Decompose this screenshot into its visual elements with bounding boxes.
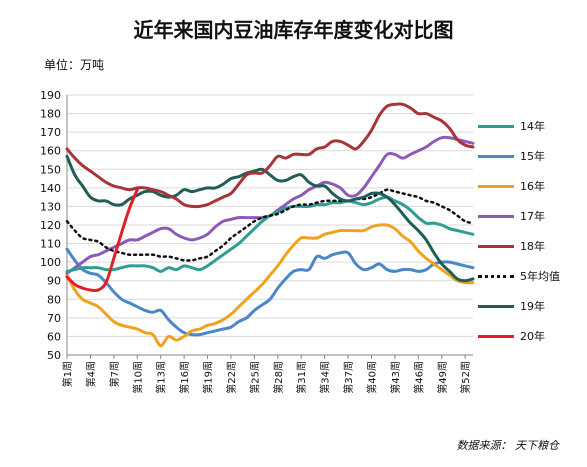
x-axis: 第1周 第4周 第7周 第10周 第13周 第16周 第19周 第22周 第25周 第28周 第31…	[61, 354, 473, 394]
y-tick-label: 120	[40, 219, 61, 232]
series-line	[65, 188, 475, 262]
y-tick-label: 60	[47, 330, 61, 343]
x-tick-label: 第7周	[108, 361, 121, 387]
legend-label: 18年	[520, 240, 545, 253]
legend-label: 16年	[520, 180, 545, 193]
legend-item: 15年	[476, 148, 584, 164]
series-line	[65, 188, 139, 293]
x-tick-label: 第19周	[202, 361, 215, 394]
series-line	[65, 135, 475, 275]
x-tick-label: 第10周	[131, 361, 144, 394]
x-tick-label: 第28周	[272, 361, 285, 394]
y-tick-label: 190	[40, 89, 61, 102]
legend-swatch	[478, 275, 514, 278]
x-tick-label: 第31周	[295, 361, 308, 394]
series-line	[65, 247, 475, 337]
legend-swatch	[478, 335, 514, 338]
unit-label: 单位：万吨	[44, 58, 105, 72]
x-tick-label: 第49周	[436, 361, 449, 394]
y-tick-label: 170	[40, 126, 61, 139]
legend-label: 17年	[520, 210, 545, 223]
legend-swatch	[478, 125, 514, 128]
x-tick-label: 第37周	[342, 361, 355, 394]
x-tick-label: 第43周	[389, 361, 402, 394]
legend-item: 19年	[476, 298, 584, 314]
y-axis: 50 60 70 80 90 100 110 120 130 140 150 160 170 180 190	[40, 89, 68, 362]
series-line	[65, 223, 475, 348]
legend-item: 17年	[476, 208, 584, 224]
legend-label: 20年	[520, 330, 545, 343]
legend-swatch	[478, 245, 514, 248]
legend-swatch	[478, 155, 514, 158]
legend-item: 5年均值	[476, 268, 584, 284]
y-tick-label: 70	[47, 312, 61, 325]
legend-label: 5年均值	[520, 270, 560, 283]
y-tick-label: 90	[47, 275, 61, 288]
x-tick-label: 第1周	[61, 361, 74, 387]
series-line	[65, 102, 475, 209]
x-tick-label: 第40周	[366, 361, 379, 394]
grid-lines	[67, 94, 473, 337]
x-tick-label: 第13周	[155, 361, 168, 394]
x-tick-label: 第52周	[459, 361, 472, 394]
source-note: 数据来源： 天下粮仓	[456, 439, 560, 452]
legend-swatch	[478, 215, 514, 218]
legend-item: 20年	[476, 328, 584, 344]
y-tick-label: 150	[40, 163, 61, 176]
legend-label: 19年	[520, 300, 545, 313]
x-tick-label: 第16周	[178, 361, 191, 394]
x-tick-label: 第25周	[248, 361, 261, 394]
chart-title: 近年来国内豆油库存年度变化对比图	[133, 18, 454, 42]
legend-swatch	[478, 305, 514, 308]
x-tick-label: 第22周	[225, 361, 238, 394]
legend-label: 15年	[520, 150, 545, 163]
legend-swatch	[478, 185, 514, 188]
y-tick-label: 80	[47, 293, 61, 306]
y-tick-label: 140	[40, 182, 61, 195]
series-line	[65, 195, 475, 273]
x-tick-label: 第34周	[319, 361, 332, 394]
series-lines	[65, 102, 475, 348]
legend-item: 18年	[476, 238, 584, 254]
legend-item: 14年	[476, 118, 584, 134]
y-tick-label: 110	[40, 238, 61, 251]
legend-item: 16年	[476, 178, 584, 194]
y-tick-label: 50	[47, 349, 61, 362]
y-tick-label: 180	[40, 108, 61, 121]
y-tick-label: 100	[40, 256, 61, 269]
y-tick-label: 130	[40, 200, 61, 213]
x-tick-label: 第4周	[84, 361, 97, 387]
y-tick-label: 160	[40, 145, 61, 158]
x-tick-label: 第46周	[412, 361, 425, 394]
legend-label: 14年	[520, 120, 545, 133]
